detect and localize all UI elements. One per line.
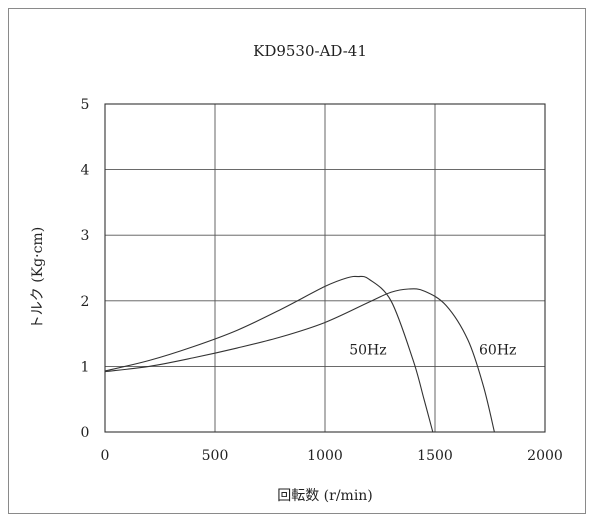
y-axis-label: トルク (Kg·cm)	[30, 227, 46, 329]
x-tick-label: 1000	[307, 448, 343, 464]
y-tick-label: 5	[81, 97, 90, 113]
series-label-60hz: 60Hz	[479, 343, 516, 359]
y-tick-label: 3	[81, 228, 90, 244]
plot-area	[104, 103, 546, 433]
chart-frame	[8, 8, 586, 514]
x-tick-label: 500	[202, 448, 229, 464]
y-tick-label: 1	[81, 359, 90, 375]
y-tick-label: 0	[81, 425, 90, 441]
y-tick-label: 2	[81, 294, 90, 310]
x-tick-label: 1500	[417, 448, 453, 464]
series-label-50hz: 50Hz	[349, 343, 386, 359]
x-tick-label: 0	[101, 448, 110, 464]
y-tick-label: 4	[81, 163, 90, 179]
x-tick-label: 2000	[527, 448, 563, 464]
chart-title: KD9530-AD-41	[253, 42, 367, 60]
series-line-60hz	[104, 288, 495, 433]
series-line-50hz	[104, 275, 434, 433]
x-axis-label: 回転数 (r/min)	[277, 488, 373, 504]
